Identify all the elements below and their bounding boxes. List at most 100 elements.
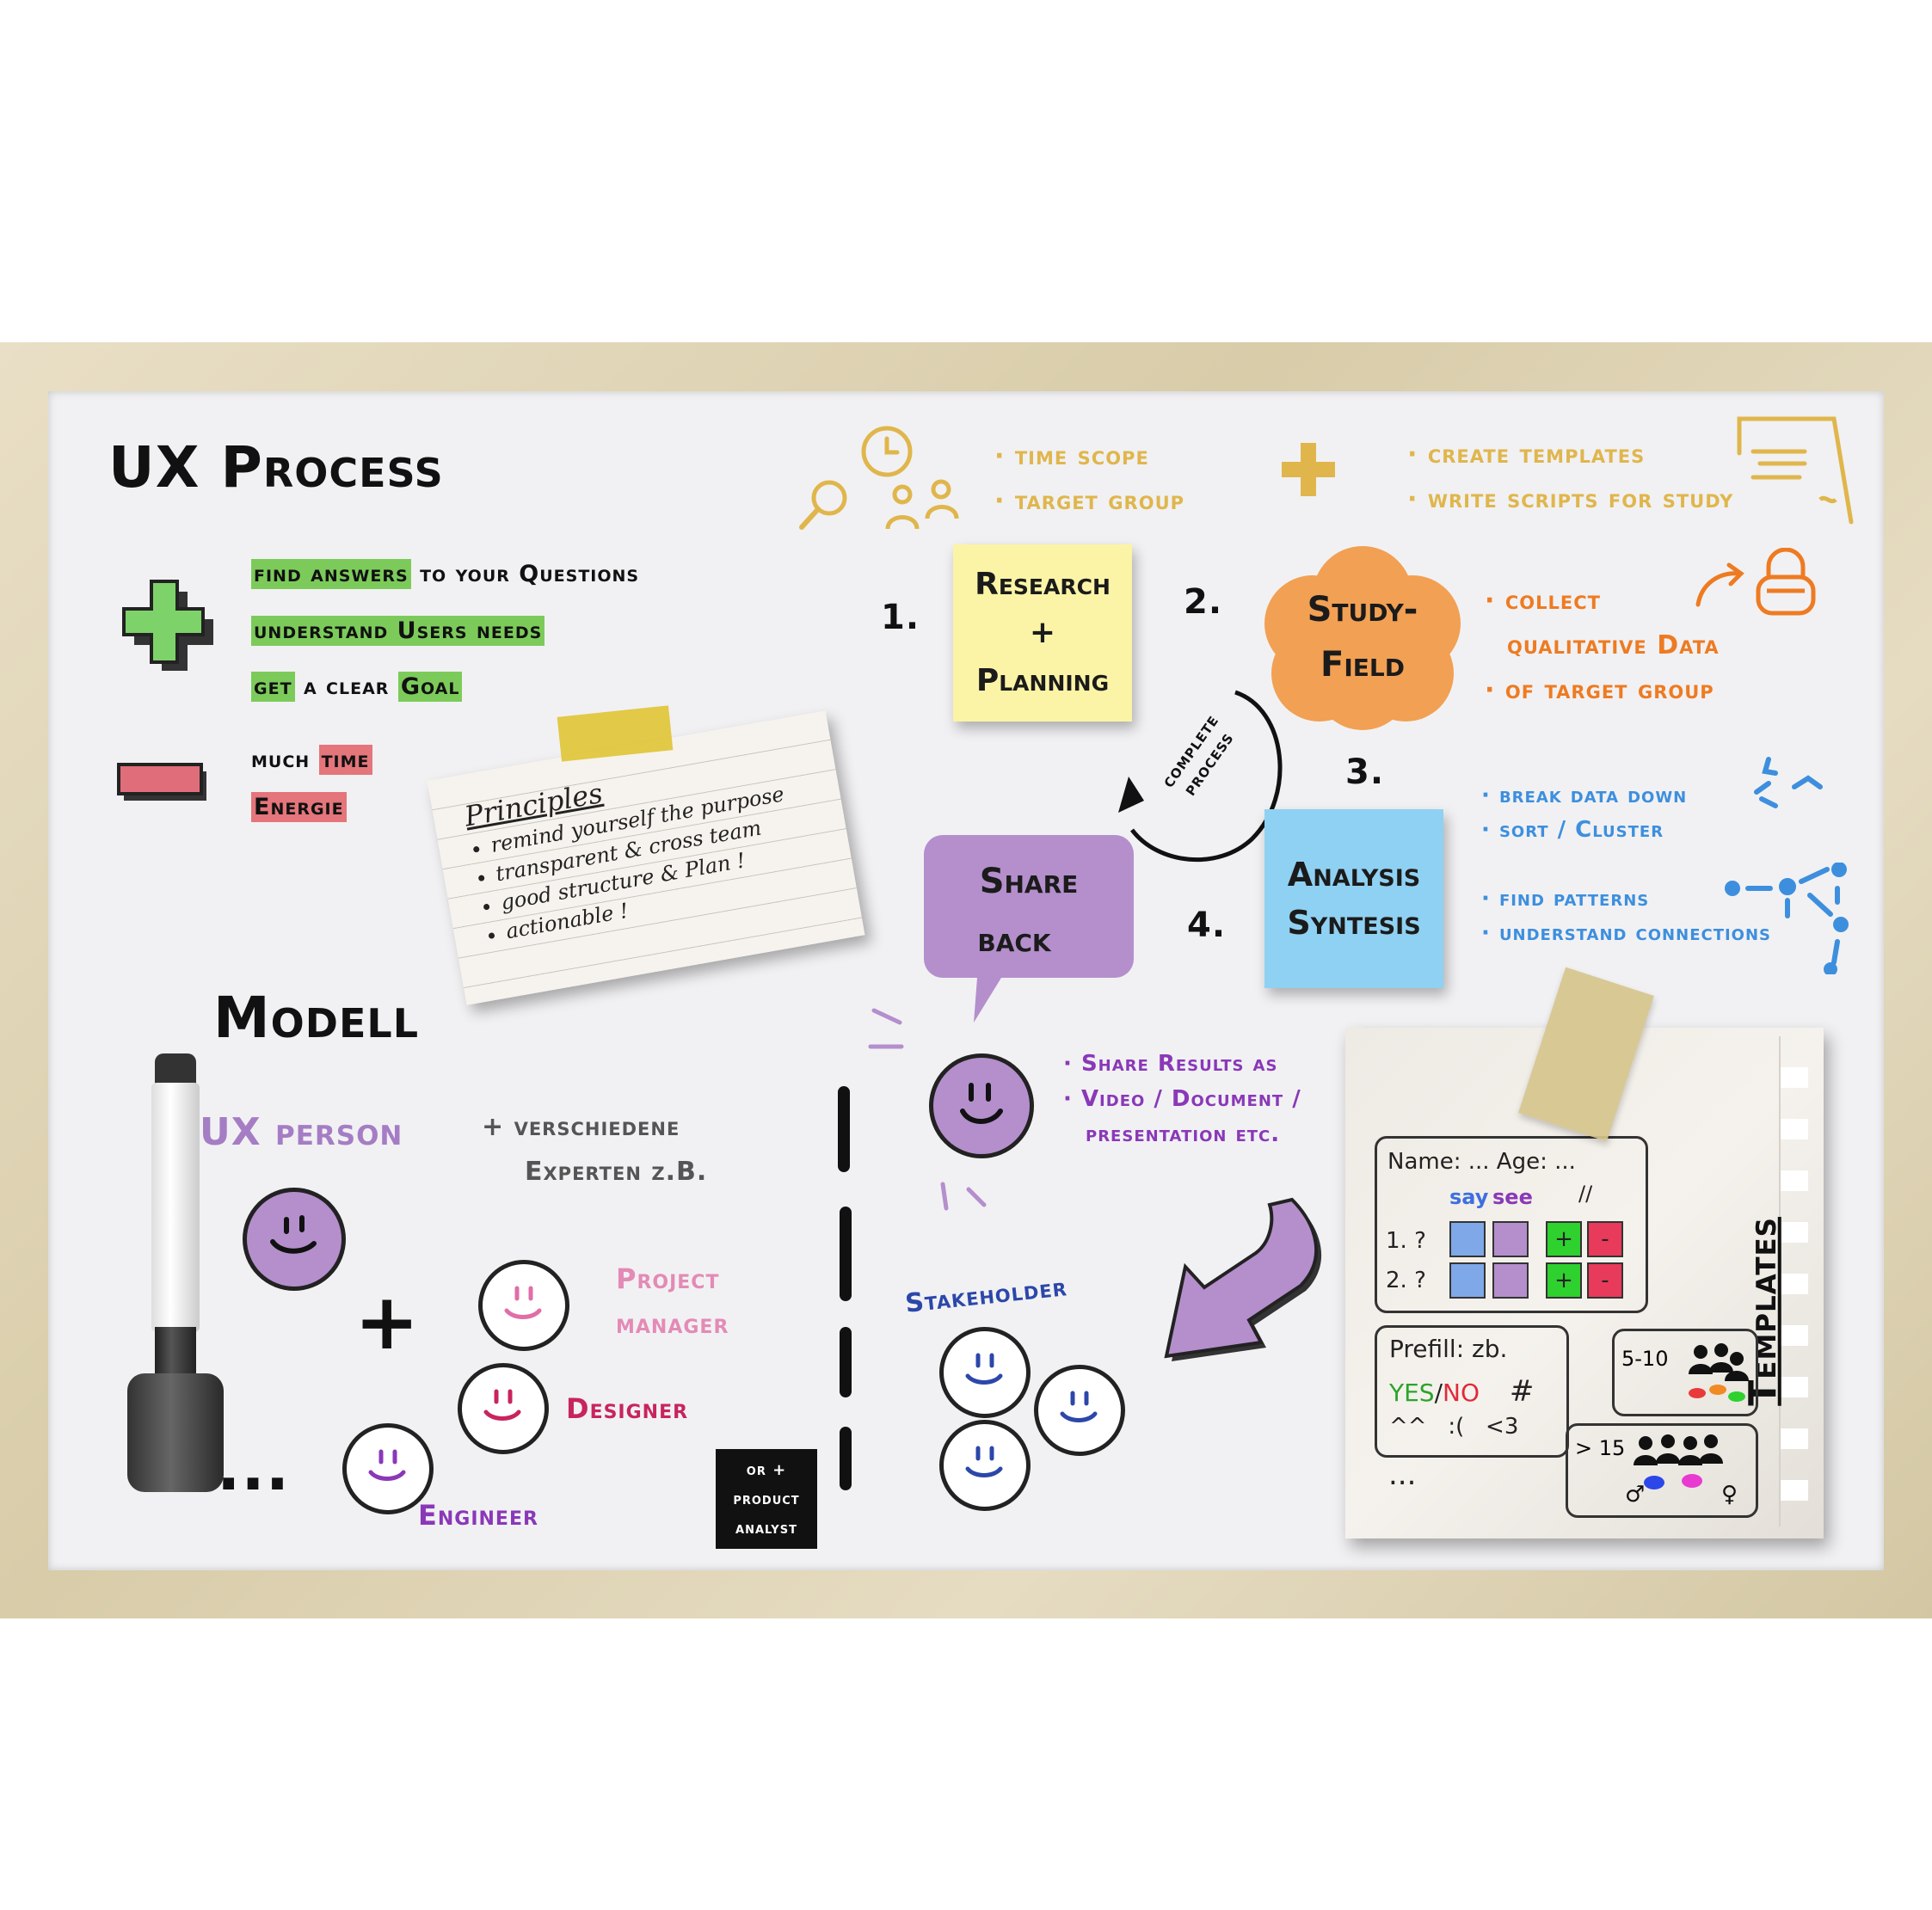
share-note-item: · Share Results as [1063, 1051, 1278, 1077]
planning-note-item: · target group [994, 486, 1185, 516]
share-back-bubble: Share back [924, 835, 1134, 1023]
whiteboard: UX Process find answers to your Question… [48, 391, 1884, 1570]
minus-icon [117, 763, 206, 801]
column-see: see [1492, 1185, 1533, 1209]
analysis-note-item: · find patterns [1481, 886, 1650, 912]
plus-sketch-icon [1282, 443, 1335, 496]
stakeholder-avatar [939, 1327, 1038, 1426]
designer-avatar [458, 1363, 557, 1462]
plus-icon [122, 580, 213, 671]
template-notes: · create templates · write scripts for s… [1407, 433, 1733, 522]
people-group-icon [1689, 1343, 1749, 1402]
research-plus: + [1029, 615, 1056, 650]
designer-label: Designer [566, 1392, 689, 1425]
ux-person-avatar [243, 1188, 354, 1299]
step-number-2: 2. [1184, 582, 1223, 622]
highlight-time: time [318, 745, 372, 775]
analyst-badge-line: or + [746, 1461, 787, 1479]
study-note-text: qualitative Data [1507, 630, 1720, 660]
pro-item-1: find answers to your Questions [251, 559, 639, 589]
analyst-badge-line: product [733, 1490, 800, 1508]
study-note-text: collect [1504, 586, 1601, 616]
study-notes: · collect qualitative Data · of target g… [1485, 579, 1720, 713]
template-form: Name: ... Age: ... say see // 1. ? 2. ? … [1375, 1136, 1648, 1313]
analysis-note-item: · understand connections [1481, 920, 1772, 946]
prefill-symbols: ^^ :( <3 [1389, 1414, 1519, 1440]
analyst-badge-line: analyst [735, 1520, 797, 1538]
prefill-yes: YES [1389, 1379, 1435, 1407]
divider-dash [840, 1327, 852, 1397]
prefill-box: Prefill: zb. YES/NO # ^^ :( <3 [1375, 1325, 1569, 1458]
cell-minus: - [1587, 1262, 1623, 1299]
engineer-label: Engineer [418, 1499, 538, 1532]
template-note-item: · write scripts for study [1407, 484, 1734, 514]
network-icon [1725, 863, 1849, 974]
cell-plus: + [1546, 1262, 1582, 1299]
people-icon [885, 479, 959, 530]
analysis-notes: · break data down · sort / Cluster · fin… [1481, 778, 1771, 950]
clock-icon [861, 426, 913, 477]
template-note-text: write scripts for study [1427, 484, 1734, 514]
divider-dash [840, 1427, 852, 1490]
lock-icon [1756, 548, 1816, 616]
document-icon [1737, 416, 1854, 525]
analysis-synthesis-note: Analysis Syntesis [1264, 809, 1443, 988]
engineer-avatar [342, 1423, 441, 1522]
analysis-note-text: understand connections [1498, 920, 1772, 946]
group-large-label: > 15 [1575, 1436, 1626, 1460]
research-label: Research [975, 567, 1111, 602]
group-small-box: 5-10 [1612, 1329, 1758, 1416]
study-note-item: · collect [1485, 586, 1601, 616]
share-label: Share [979, 862, 1079, 901]
analysis-note-text: find patterns [1498, 886, 1650, 912]
project-manager-label: Project manager [616, 1256, 729, 1346]
column-say: say [1449, 1185, 1489, 1209]
highlight-energie: Energie [251, 792, 347, 822]
study-field-cloud: Study- Field [1259, 544, 1466, 732]
step-number-3: 3. [1345, 752, 1385, 792]
cell-plus: + [1546, 1221, 1582, 1257]
principles-note: Principles remind yourself the purpose t… [427, 710, 865, 1005]
share-notes: · Share Results as · Video / Document / … [1063, 1047, 1301, 1152]
column-notes: // [1578, 1182, 1593, 1206]
highlight-goal: Goal [397, 672, 463, 702]
svg-text:♀: ♀ [1721, 1482, 1738, 1508]
people-crowd-icon: ♂ ♀ [1625, 1434, 1738, 1508]
research-planning-note: Research + Planning [953, 544, 1132, 722]
share-note-text: Share Results as [1080, 1051, 1278, 1077]
planning-note-text: time scope [1014, 441, 1149, 471]
analysis-note-item: · sort / Cluster [1481, 817, 1664, 843]
project-manager-avatar [478, 1260, 577, 1359]
modell-ellipsis: ... [217, 1432, 291, 1504]
product-analyst-badge: or + product analyst [716, 1449, 817, 1549]
arrow-icon [1695, 562, 1744, 607]
page-title: UX Process [108, 434, 444, 501]
cell-see [1492, 1262, 1529, 1299]
share-note-text: Video / Document / [1080, 1086, 1301, 1112]
magnifier-icon [799, 480, 847, 530]
cell-see [1492, 1221, 1529, 1257]
step-number-1: 1. [881, 598, 920, 637]
template-note-text: create templates [1427, 439, 1646, 470]
analysis-note-item: · break data down [1481, 783, 1688, 808]
modell-title: Modell [213, 985, 420, 1051]
pro-item-3: get a clear Goal [251, 672, 463, 702]
project-manager-line: manager [616, 1307, 729, 1340]
share-note-item: presentation etc. [1063, 1117, 1301, 1152]
template-more: ... [1388, 1458, 1417, 1492]
field-label: Field [1320, 645, 1405, 685]
prefill-title: Prefill: zb. [1389, 1335, 1508, 1363]
experts-line: Experten z.B. [525, 1157, 708, 1187]
analysis-note-text: break data down [1498, 783, 1688, 808]
planning-notes: · time scope · target group [994, 434, 1184, 524]
planning-label: Planning [975, 663, 1110, 698]
svg-text:♂: ♂ [1625, 1482, 1645, 1508]
row-label: 1. ? [1386, 1228, 1426, 1254]
highlight-understand: understand Users needs [251, 616, 545, 646]
punch-holes [1779, 1036, 1808, 1526]
presenter-emphasis-icon [868, 1008, 987, 1211]
stakeholder-label: Stakeholder [903, 1272, 1069, 1319]
group-large-box: > 15 ♂ ♀ [1566, 1423, 1758, 1518]
planning-note-item: · time scope [994, 441, 1149, 471]
pro-item-2: understand Users needs [251, 616, 545, 646]
